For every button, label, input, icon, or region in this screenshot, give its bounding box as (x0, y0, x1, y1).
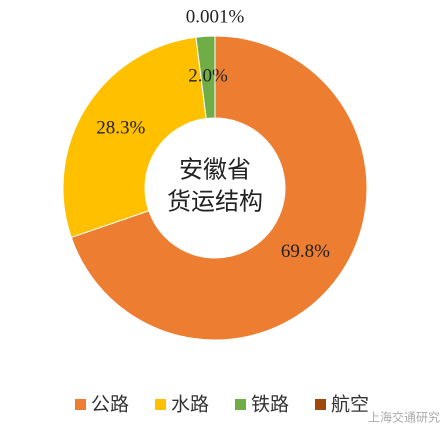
legend-label: 航空 (331, 394, 369, 416)
data-label: 0.001% (186, 6, 245, 27)
data-label: 2.0% (188, 66, 228, 87)
legend-swatch (155, 399, 166, 410)
chart-title: 货运结构 (167, 189, 263, 216)
legend-swatch (235, 399, 246, 410)
data-label: 69.8% (281, 241, 330, 262)
chart-title: 安徽省 (179, 157, 251, 184)
legend-label: 公路 (91, 394, 129, 416)
legend-label: 铁路 (251, 394, 289, 416)
data-label: 28.3% (96, 118, 145, 139)
legend-swatch (315, 399, 326, 410)
legend-swatch (75, 399, 86, 410)
legend-label: 水路 (171, 394, 209, 416)
watermark: 上海交通研究 (368, 410, 440, 425)
